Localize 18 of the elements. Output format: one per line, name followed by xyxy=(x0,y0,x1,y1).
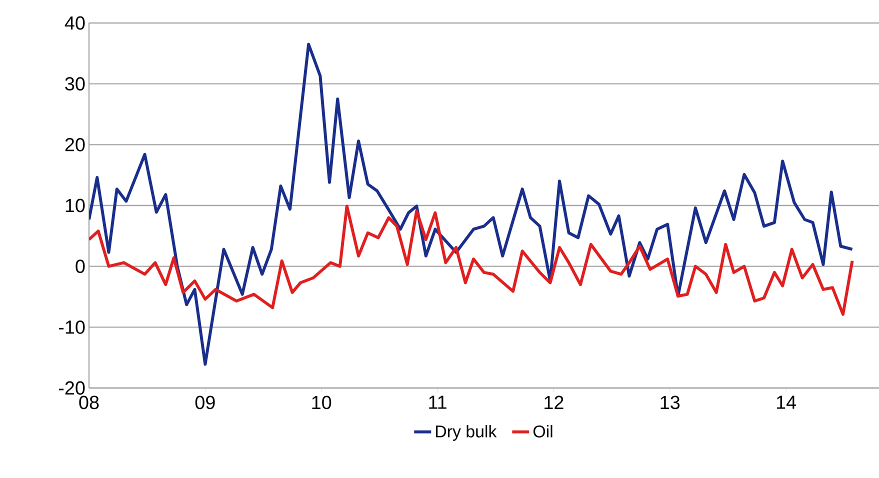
x-tick-label: 12 xyxy=(544,396,564,409)
x-tick-label: 10 xyxy=(312,396,332,410)
x-tick-label: 14 xyxy=(776,396,796,409)
y-tick-label: 30 xyxy=(65,77,85,91)
line-series xyxy=(89,204,854,316)
y-tick-label: -20 xyxy=(58,381,85,395)
x-tick-label: 09 xyxy=(195,396,215,410)
legend-label: Oil xyxy=(533,425,552,438)
x-tick-label: 11 xyxy=(429,396,446,409)
y-tick-label: 40 xyxy=(64,16,85,30)
x-tick-label: 13 xyxy=(660,396,680,410)
line-series xyxy=(89,42,854,366)
legend-label: Dry bulk xyxy=(436,425,497,441)
y-tick-label: 10 xyxy=(66,198,85,212)
x-tick-label: 08 xyxy=(79,396,99,410)
y-tick-label: -10 xyxy=(58,320,85,334)
y-tick-label: 0 xyxy=(76,260,85,274)
y-tick-label: 20 xyxy=(65,138,85,152)
